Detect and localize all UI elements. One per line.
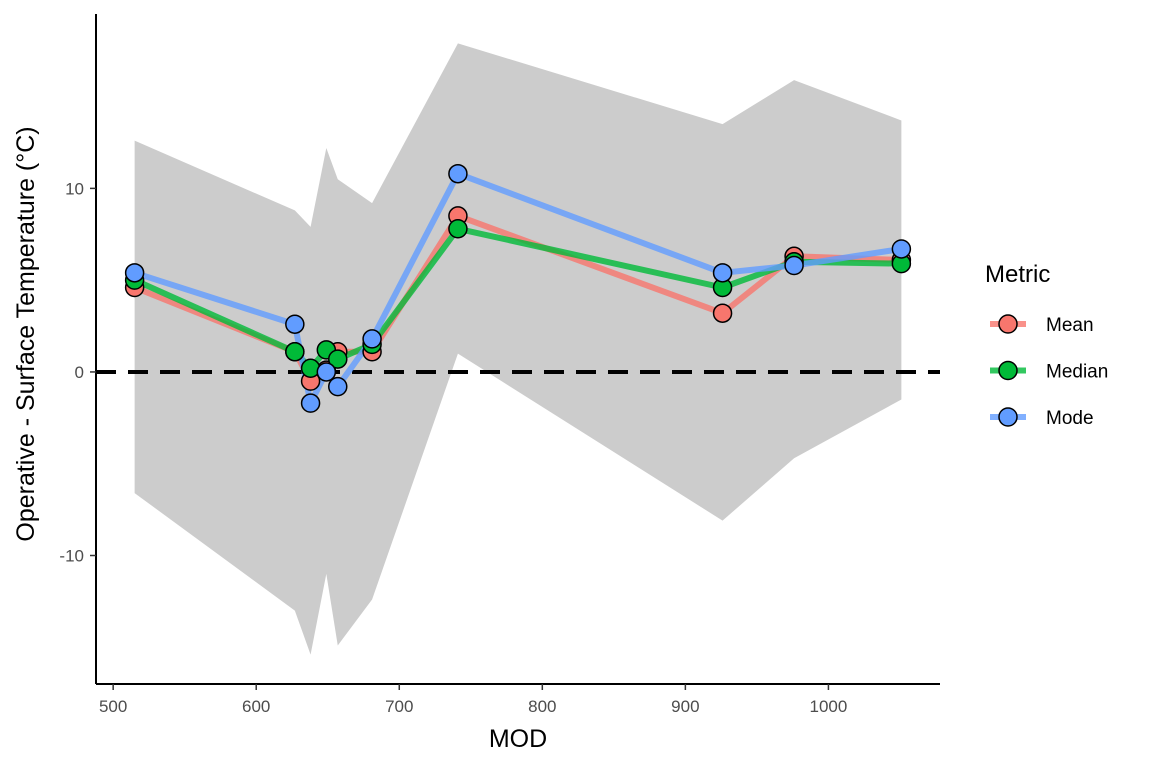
data-point-mode: [328, 376, 348, 397]
data-point-median: [300, 358, 321, 379]
series-points-layer: [124, 163, 912, 413]
x-tick-label: 500: [99, 697, 127, 716]
x-axis-ticks: 500 600 700 800 900 1000: [99, 684, 847, 716]
data-point-mode: [712, 263, 733, 283]
x-tick-label: 800: [528, 697, 556, 716]
data-point-mode: [448, 163, 468, 184]
legend-item-mode: Mode: [990, 407, 1094, 429]
y-tick-label: 0: [75, 363, 84, 382]
legend-label: Mean: [1046, 315, 1094, 336]
y-tick-label: 10: [65, 179, 84, 198]
confidence-ribbon: [134, 43, 902, 655]
confidence-ribbon-layer: [134, 43, 902, 655]
legend: Metric Mean Median Mode: [985, 261, 1108, 429]
data-point-mode: [362, 329, 382, 349]
legend-items: Mean Median Mode: [990, 314, 1108, 429]
data-point-median: [448, 219, 468, 239]
data-point-mode: [891, 239, 912, 259]
x-tick-label: 900: [671, 697, 699, 716]
legend-key-point: [998, 407, 1018, 427]
legend-key-point: [998, 314, 1018, 334]
data-point-mode: [124, 263, 145, 283]
legend-item-mean: Mean: [990, 314, 1094, 336]
x-tick-label: 700: [385, 697, 413, 716]
x-tick-label: 1000: [810, 697, 848, 716]
legend-title: Metric: [985, 261, 1050, 288]
legend-key-point: [998, 360, 1018, 381]
legend-label: Mode: [1046, 408, 1094, 429]
y-axis-ticks: -10 0 10: [59, 179, 96, 566]
legend-label: Median: [1046, 362, 1108, 383]
data-point-mode: [316, 362, 337, 382]
data-point-mode: [300, 393, 321, 413]
x-tick-label: 600: [242, 697, 270, 716]
data-point-mode: [784, 255, 804, 276]
x-axis-title: MOD: [489, 725, 547, 753]
data-point-mean: [712, 303, 733, 323]
data-point-mode: [285, 314, 305, 334]
data-point-median: [328, 349, 348, 369]
y-tick-label: -10: [59, 547, 84, 566]
legend-item-median: Median: [990, 360, 1108, 383]
data-point-median: [285, 342, 305, 362]
y-axis-title: Operative - Surface Temperature (°C): [12, 126, 40, 541]
